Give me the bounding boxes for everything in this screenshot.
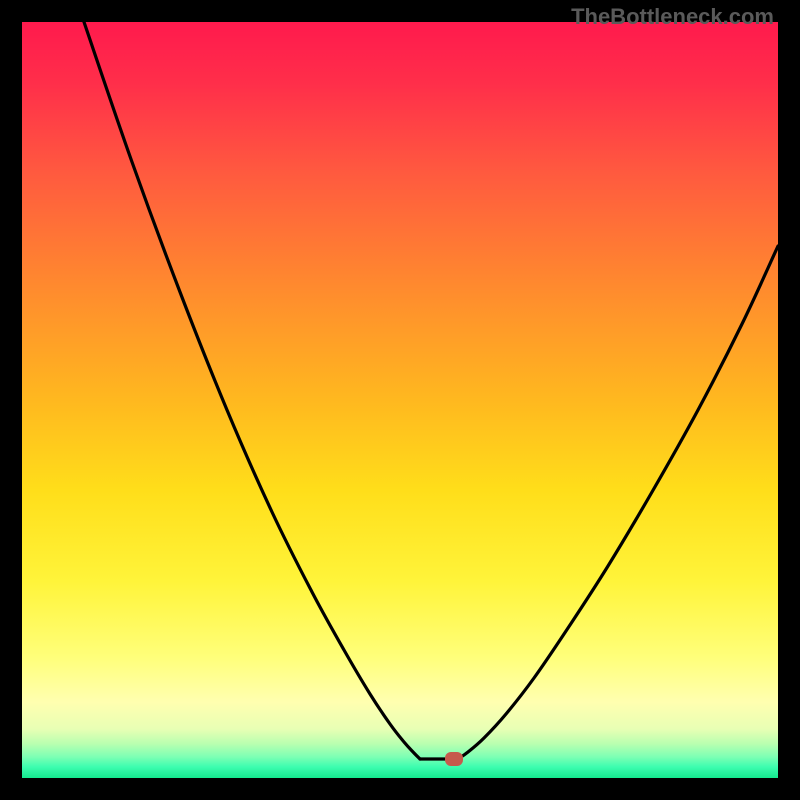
bottleneck-curve: [22, 22, 778, 778]
optimal-marker: [445, 752, 463, 766]
bottleneck-chart: TheBottleneck.com: [0, 0, 800, 800]
plot-area: [22, 22, 778, 778]
watermark-text: TheBottleneck.com: [571, 4, 774, 30]
